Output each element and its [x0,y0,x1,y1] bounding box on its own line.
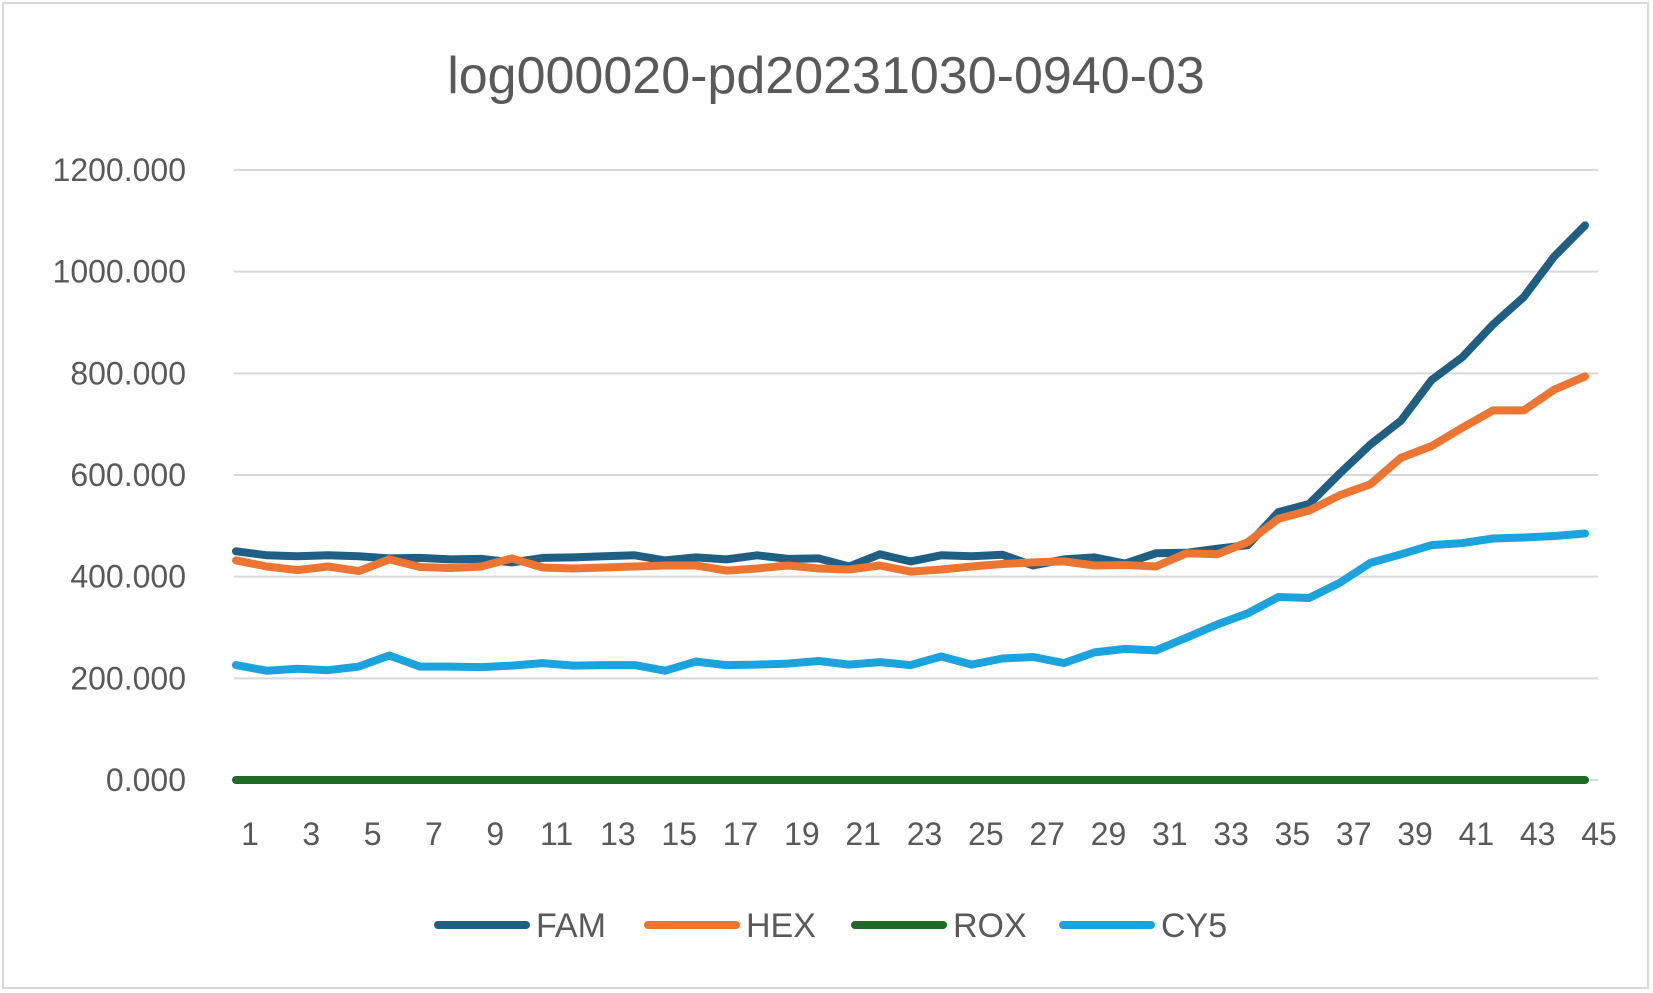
x-tick-label: 21 [845,816,881,852]
x-tick-label: 7 [425,816,443,852]
series-line-hex [232,372,1589,576]
legend: FAM HEX ROX CY5 [434,907,1227,945]
x-tick-label: 41 [1459,816,1495,852]
series-line-fam [232,221,1589,571]
x-tick-label: 23 [907,816,943,852]
x-tick-label: 31 [1152,816,1188,852]
y-tick-label: 0.000 [106,762,186,798]
series-lines [232,221,1589,784]
x-tick-label: 11 [540,816,573,852]
legend-label: ROX [953,907,1027,945]
y-tick-label: 1200.000 [53,152,186,188]
x-tick-label: 37 [1336,816,1372,852]
x-tick-label: 25 [968,816,1004,852]
legend-item-rox: ROX [851,907,1027,945]
y-tick-label: 600.000 [70,457,186,493]
x-tick-label: 27 [1029,816,1065,852]
y-tick-label: 800.000 [70,355,186,391]
x-tick-label: 35 [1275,816,1311,852]
x-tick-label: 17 [723,816,759,852]
legend-label: HEX [746,907,816,945]
x-tick-label: 43 [1520,816,1556,852]
gridlines [234,169,1598,781]
series-line-cy5 [232,529,1589,675]
x-tick-label: 15 [661,816,697,852]
legend-label: CY5 [1161,907,1227,945]
x-tick-label: 39 [1397,816,1433,852]
legend-item-cy5: CY5 [1059,907,1227,945]
legend-label: FAM [536,907,606,945]
x-tick-label: 45 [1581,816,1617,852]
y-tick-label: 400.000 [70,559,186,595]
x-tick-label: 5 [364,816,382,852]
chart-title: log000020-pd20231030-0940-03 [447,47,1205,105]
legend-item-fam: FAM [434,907,606,945]
y-axis-tick-labels: 0.000 200.000 400.000 600.000 800.000 1000.00… [53,152,186,798]
y-tick-label: 1000.000 [53,254,186,290]
x-tick-label: 19 [784,816,820,852]
x-tick-label: 29 [1091,816,1127,852]
x-tick-label: 3 [302,816,320,852]
x-tick-label: 1 [241,816,259,852]
y-tick-label: 200.000 [70,660,186,696]
x-tick-label: 13 [600,816,636,852]
legend-item-hex: HEX [644,907,816,945]
x-axis-tick-labels: 1 3 5 7 9 11 13 15 17 19 21 23 25 27 29 31 33 35 37 39 41 43 4… [241,816,1617,852]
x-tick-label: 33 [1213,816,1249,852]
x-tick-label: 9 [486,816,504,852]
